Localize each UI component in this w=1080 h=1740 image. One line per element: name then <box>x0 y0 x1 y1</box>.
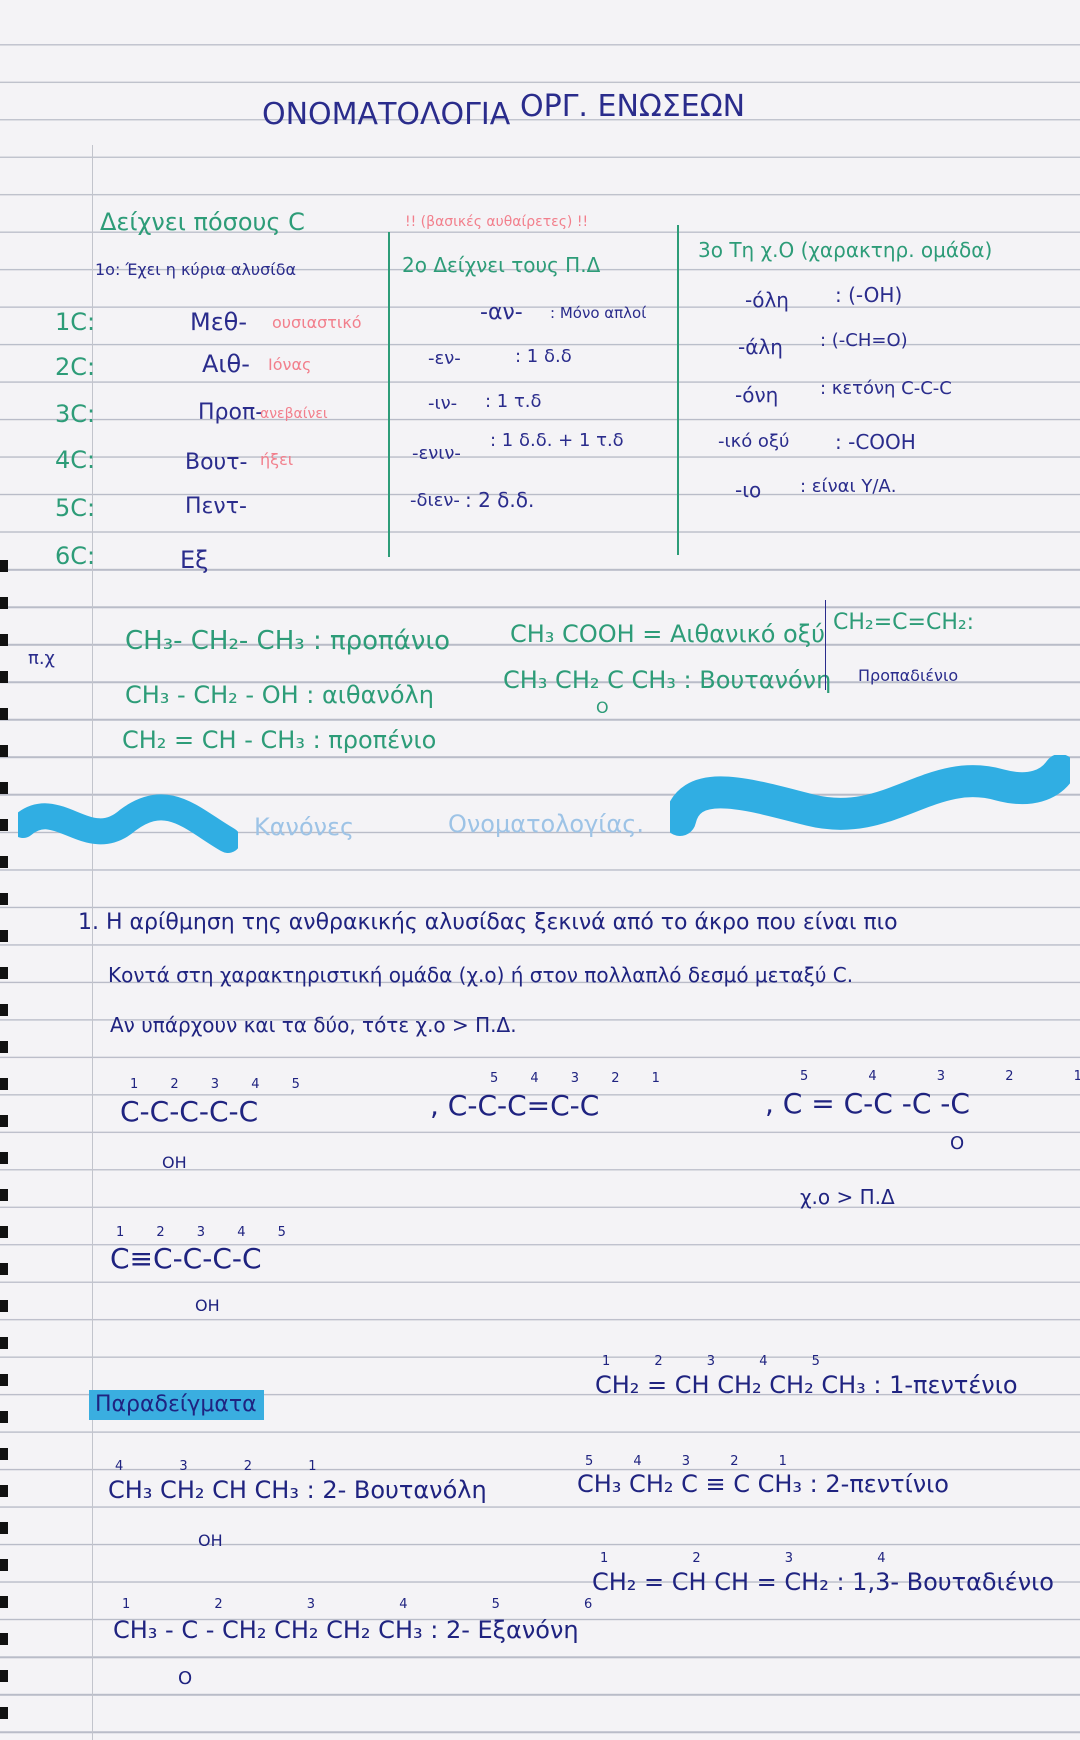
carbon-numbers: 5 4 3 2 1 <box>585 1454 805 1469</box>
title-right: ΟΡΓ. ΕΝΩΣΕΩΝ <box>520 89 746 124</box>
prefix: Εξ <box>180 546 209 574</box>
meaning: : κετόνη C-C-C <box>820 378 952 399</box>
highlighter-wave <box>18 794 238 853</box>
carbon-numbers: 1 2 3 4 5 <box>602 1354 840 1369</box>
meaning: : 1 τ.δ <box>485 391 542 412</box>
meaning: : είναι Υ/Α. <box>800 476 897 497</box>
suffix: -όλη <box>745 288 789 312</box>
suffix: -εν- <box>428 348 461 369</box>
carbon-numbers: 1 2 3 4 <box>600 1551 926 1566</box>
rule-line: Αν υπάρχουν και τα δύο, τότε χ.ο > Π.Δ. <box>110 1013 517 1037</box>
note: ουσιαστικό <box>272 313 362 332</box>
meaning: : 1 δ.δ. + 1 τ.δ <box>490 430 624 451</box>
binding-holes <box>0 560 8 1740</box>
margin-line <box>92 145 93 1740</box>
suffix: -αν- <box>480 300 523 325</box>
banner-text: Ονοματολογίας. <box>448 810 644 838</box>
carbon-numbers: 4 3 2 1 <box>115 1459 343 1474</box>
substituent: OH <box>198 1531 223 1550</box>
row-number: 6C: <box>55 542 96 570</box>
example: CH₂ = CH CH = CH₂ : 1,3- Βουταδιένιο <box>592 1568 1054 1596</box>
carbon-numbers: 1 2 3 4 5 6 <box>122 1597 633 1612</box>
row-number: 5C: <box>55 494 96 522</box>
prefix: Αιθ- <box>202 350 250 378</box>
prefix: Προπ- <box>198 400 264 425</box>
highlighter-wave <box>670 755 1070 836</box>
col2-heading: 2ο Δείχνει τους Π.Δ <box>402 253 601 277</box>
divider <box>825 600 826 690</box>
example: Προπαδιένιο <box>858 666 959 685</box>
meaning: : Μόνο απλοί <box>550 304 647 322</box>
examples-highlight-label: Παραδείγματα <box>89 1390 264 1420</box>
structure: , C-C-C=C-C <box>430 1089 600 1122</box>
meaning: : (-CH=O) <box>820 330 908 351</box>
suffix: -ιν- <box>428 393 458 414</box>
title-left: ΟΝΟΜΑΤΟΛΟΓΙΑ <box>262 97 511 132</box>
note: Ιόνας <box>268 355 312 374</box>
prefix: Βουτ- <box>185 450 248 475</box>
table-divider <box>677 225 679 555</box>
row-number: 4C: <box>55 446 96 474</box>
substituent: OH <box>195 1296 220 1315</box>
meaning: : (-OH) <box>835 283 903 307</box>
carbon-numbers: 1 2 3 4 5 <box>116 1225 300 1240</box>
meaning: : 2 δ.δ. <box>465 488 535 512</box>
substituent: O <box>950 1133 965 1154</box>
priority-note: χ.ο > Π.Δ <box>800 1185 895 1209</box>
prefix: Πεντ- <box>185 494 247 519</box>
row-number: 1C: <box>55 308 96 336</box>
suffix: -ιο <box>735 478 762 502</box>
example: CH₃ - CH₂ - OH : αιθανόλη <box>125 681 434 709</box>
structure: C-C-C-C-C <box>120 1095 259 1128</box>
suffix: -άλη <box>738 335 783 359</box>
substituent: OH <box>162 1153 187 1172</box>
col3-heading: 3ο Τη χ.Ο (χαρακτηρ. ομάδα) <box>698 238 993 262</box>
col1-heading: Δείχνει πόσους C <box>100 208 305 236</box>
example: CH₃ CH₂ C CH₃ : Βουτανόνη <box>503 666 832 694</box>
example: CH₃ CH₂ C ≡ C CH₃ : 2-πεντίνιο <box>577 1470 949 1498</box>
example: CH₂ = CH CH₂ CH₂ CH₃ : 1-πεντένιο <box>595 1371 1018 1399</box>
col2-warning: !! (βασικές αυθαίρετες) !! <box>405 214 589 230</box>
carbon-numbers: 1 2 3 4 5 <box>130 1077 314 1092</box>
example: CH₃ CH₂ CH CH₃ : 2- Βουτανόλη <box>108 1476 487 1504</box>
prefix: Μεθ- <box>190 308 248 336</box>
col1-subheading: 1ο: Έχει η κύρια αλυσίδα <box>95 260 297 279</box>
row-number: 3C: <box>55 400 96 428</box>
suffix: -ικό οξύ <box>718 431 790 452</box>
banner-text: Κανόνες <box>254 813 355 841</box>
examples-label: π.χ <box>28 648 55 669</box>
carbon-numbers: 5 4 3 2 1 <box>490 1071 674 1086</box>
structure: , C = C-C -C -C <box>765 1087 970 1120</box>
substituent: O <box>178 1668 193 1689</box>
note: ανεβαίνει <box>260 406 328 422</box>
rule-line: 1. Η αρίθμηση της ανθρακικής αλυσίδας ξε… <box>78 910 898 935</box>
rule-line: Κοντά στη χαρακτηριστική ομάδα (χ.ο) ή σ… <box>108 963 854 987</box>
suffix: -ενιν- <box>412 443 461 464</box>
table-divider <box>388 232 390 557</box>
meaning: : -COOH <box>835 430 916 454</box>
example: CH₂=C=CH₂: <box>833 610 975 635</box>
suffix: -διεν- <box>410 490 460 511</box>
example: CH₃ COOH = Αιθανικό οξύ <box>510 620 825 648</box>
example: CH₂ = CH - CH₃ : προπένιο <box>122 726 437 754</box>
row-number: 2C: <box>55 353 96 381</box>
carbon-numbers: 5 4 3 2 1 <box>800 1069 1080 1084</box>
ketone-oxygen: O <box>596 698 609 717</box>
suffix: -όνη <box>735 383 779 407</box>
note: ήξει <box>260 450 294 469</box>
structure: C≡C-C-C-C <box>110 1242 262 1275</box>
example: CH₃- CH₂- CH₃ : προπάνιο <box>125 626 451 656</box>
example: CH₃ - C - CH₂ CH₂ CH₂ CH₃ : 2- Εξανόνη <box>113 1616 579 1644</box>
meaning: : 1 δ.δ <box>515 346 572 367</box>
